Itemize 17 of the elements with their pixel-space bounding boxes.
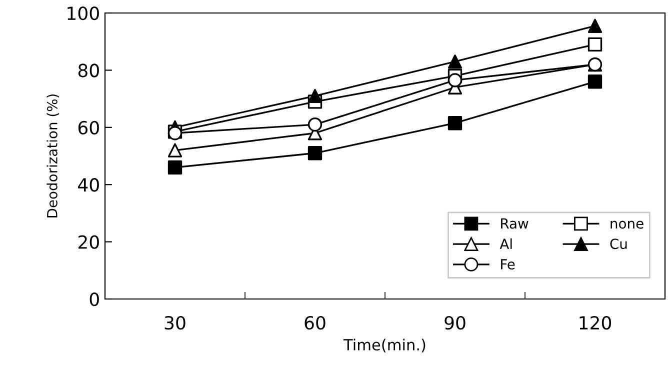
x-tick-label: 30	[164, 316, 186, 330]
x-tick-label: 90	[444, 316, 466, 330]
legend-label: Cu	[610, 238, 627, 250]
y-tick-label: 20	[78, 235, 99, 249]
x-axis-title: Time(min.)	[343, 338, 426, 352]
y-axis-title: Deodorization (%)	[46, 94, 60, 218]
legend-label: none	[610, 220, 644, 229]
y-tick-label: 60	[78, 120, 99, 135]
legend-label: Raw	[501, 218, 528, 229]
legend-label: Al	[500, 238, 512, 249]
x-tick-label: 60	[304, 316, 326, 330]
x-tick-label: 120	[580, 316, 612, 330]
y-tick-label: 100	[68, 6, 99, 20]
legend-label: Fe	[501, 259, 515, 270]
y-tick-label: 80	[78, 64, 99, 78]
y-tick-label: 0	[90, 292, 99, 306]
y-tick-label: 40	[78, 178, 99, 192]
